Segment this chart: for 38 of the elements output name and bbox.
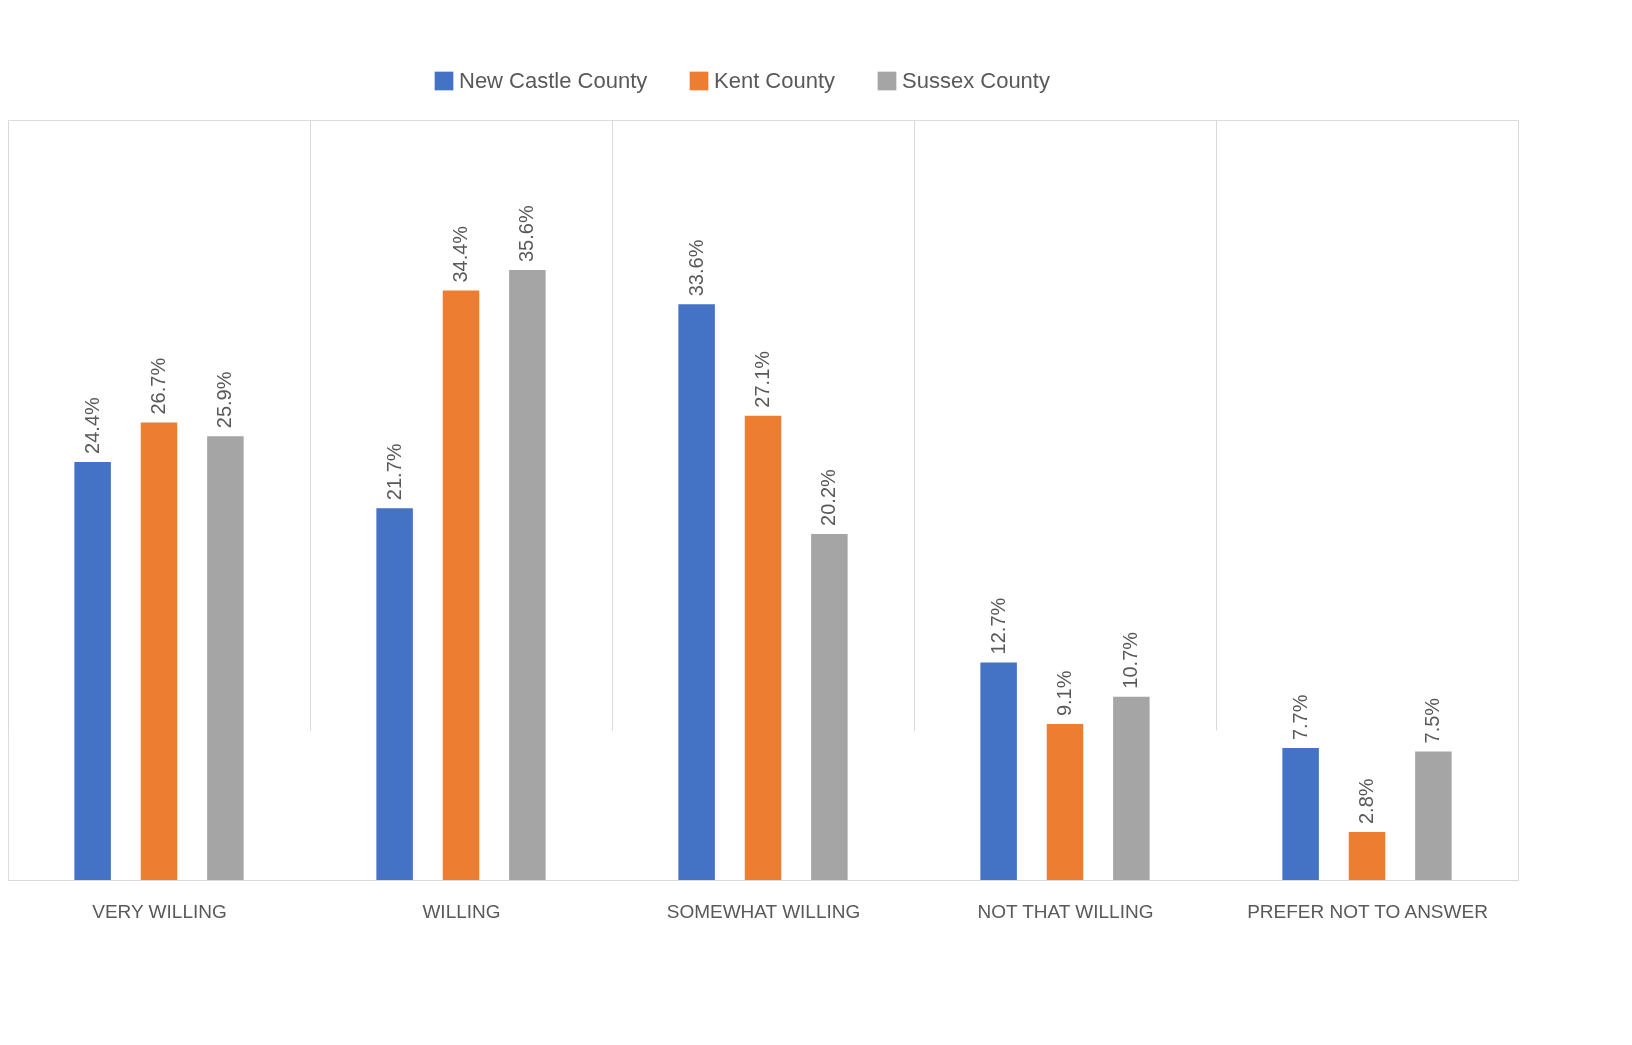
data-label: 20.2% [817, 468, 840, 526]
bar [74, 461, 111, 880]
bar [744, 415, 782, 880]
bar [811, 533, 848, 880]
data-label: 25.9% [213, 371, 236, 429]
x-tick-label: NOT THAT WILLING [977, 900, 1154, 922]
x-tick-label: WILLING [422, 900, 501, 922]
data-label: 27.1% [751, 350, 773, 408]
bar [1348, 832, 1386, 880]
data-label: 21.7% [382, 443, 405, 501]
data-label: 26.7% [147, 357, 169, 415]
data-label: 9.1% [1053, 670, 1075, 717]
bar [1046, 724, 1084, 880]
x-tick-label: VERY WILLING [92, 900, 227, 922]
data-label: 7.5% [1421, 697, 1444, 744]
bar [678, 304, 715, 880]
data-label: 12.7% [986, 597, 1009, 655]
bar [376, 508, 413, 880]
data-label: 2.8% [1355, 778, 1377, 825]
legend-label: New Castle County [459, 68, 648, 93]
bar [1113, 696, 1150, 880]
legend-label: Sussex County [902, 68, 1050, 93]
bar [1415, 751, 1452, 880]
bar [1282, 748, 1319, 880]
data-label: 24.4% [80, 396, 103, 454]
legend-label: Kent County [714, 68, 836, 93]
data-label: 34.4% [449, 225, 471, 283]
data-label: 7.7% [1288, 694, 1311, 741]
data-label: 35.6% [515, 205, 538, 262]
bar [442, 290, 480, 880]
bar [207, 436, 244, 880]
data-label: 10.7% [1119, 631, 1142, 689]
x-tick-label: SOMEWHAT WILLING [666, 900, 861, 922]
data-label: 33.6% [684, 239, 707, 297]
bar [980, 662, 1017, 880]
x-tick-label: PREFER NOT TO ANSWER [1247, 900, 1488, 922]
bar [509, 270, 546, 880]
bar [140, 422, 178, 880]
